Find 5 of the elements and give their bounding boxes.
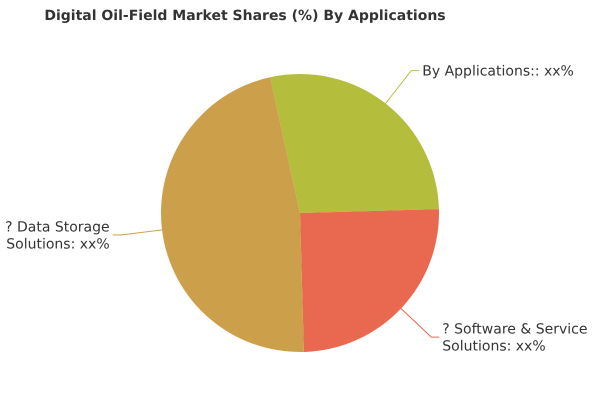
slice-label: By Applications:: xx% xyxy=(422,64,574,80)
chart-title: Digital Oil-Field Market Shares (%) By Applications xyxy=(44,8,446,24)
pie-slice xyxy=(300,209,439,352)
slice-label: ? Software & Service Solutions: xx% xyxy=(442,322,588,355)
slice-label: ? Data Storage Solutions: xx% xyxy=(5,220,110,253)
